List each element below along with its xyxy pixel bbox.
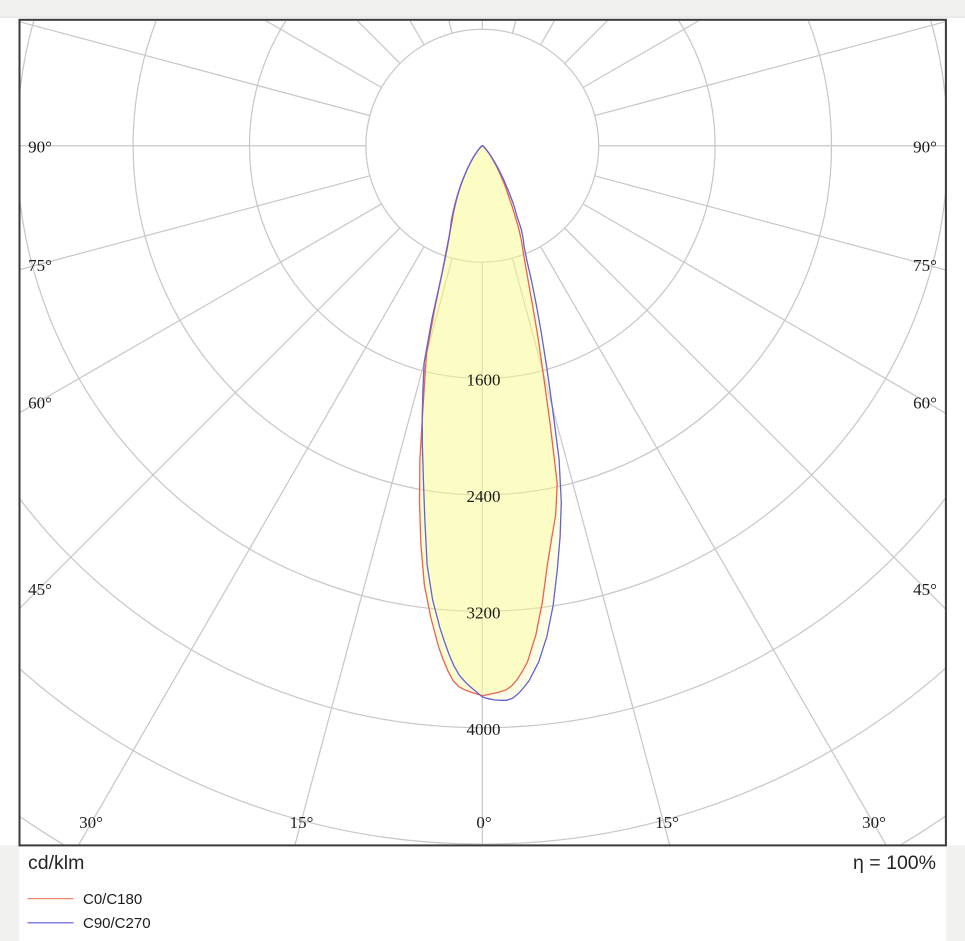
svg-text:60°: 60° xyxy=(913,393,937,412)
svg-text:75°: 75° xyxy=(28,256,52,275)
svg-text:2400: 2400 xyxy=(467,487,501,506)
svg-text:30°: 30° xyxy=(79,813,103,832)
svg-text:45°: 45° xyxy=(28,580,52,599)
svg-text:90°: 90° xyxy=(913,137,937,156)
svg-text:C0/C180: C0/C180 xyxy=(83,891,142,908)
svg-text:C90/C270: C90/C270 xyxy=(83,915,151,932)
svg-text:1600: 1600 xyxy=(467,371,501,390)
svg-text:90°: 90° xyxy=(28,137,52,156)
svg-text:0°: 0° xyxy=(476,813,491,832)
svg-text:cd/klm: cd/klm xyxy=(28,852,84,874)
svg-text:60°: 60° xyxy=(28,393,52,412)
svg-text:75°: 75° xyxy=(913,256,937,275)
svg-text:30°: 30° xyxy=(862,813,886,832)
svg-text:4000: 4000 xyxy=(467,720,501,739)
svg-text:15°: 15° xyxy=(290,813,314,832)
svg-text:45°: 45° xyxy=(913,580,937,599)
svg-text:3200: 3200 xyxy=(467,603,501,622)
svg-text:η = 100%: η = 100% xyxy=(853,852,936,874)
svg-text:15°: 15° xyxy=(655,813,679,832)
